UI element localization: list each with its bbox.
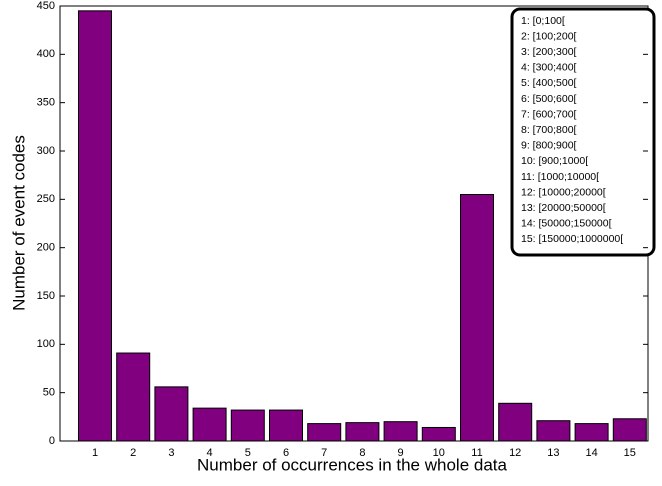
x-tick-label: 4 (207, 447, 213, 459)
bar (498, 402, 533, 442)
legend-entry: 8: [700;800[ (521, 124, 577, 136)
bar (269, 409, 303, 442)
y-tick-label: 200 (37, 242, 55, 254)
legend-entry: 5: [400;500[ (521, 77, 577, 89)
bar (383, 421, 418, 442)
x-tick-label: 8 (359, 447, 365, 459)
x-tick-label: 7 (321, 447, 327, 459)
bar (460, 194, 494, 442)
x-tick-label: 12 (509, 447, 521, 459)
legend-entry: 2: [100;200[ (521, 30, 577, 42)
bar (154, 386, 189, 442)
x-tick-label: 15 (624, 447, 636, 459)
legend-entry: 14: [50000;150000[ (521, 218, 612, 230)
bar (574, 423, 609, 442)
y-axis-label: Number of event codes (9, 135, 28, 311)
legend-entry: 10: [900;1000[ (521, 155, 588, 167)
x-tick-label: 14 (585, 447, 597, 459)
y-tick-label: 250 (37, 193, 55, 205)
legend-entry: 4: [300;400[ (521, 62, 577, 74)
x-tick-label: 13 (547, 447, 559, 459)
legend-entry: 9: [800;900[ (521, 140, 577, 152)
y-tick-label: 400 (37, 48, 55, 60)
bar (78, 10, 112, 442)
bar (345, 422, 380, 442)
bar (192, 407, 227, 442)
y-tick-label: 350 (37, 97, 55, 109)
bar (230, 409, 265, 442)
y-tick-label: 50 (43, 387, 55, 399)
legend-entry: 13: [20000;50000[ (521, 202, 606, 214)
y-tick-label: 150 (37, 290, 55, 302)
x-axis-label: Number of occurrences in the whole data (197, 455, 507, 474)
y-tick-label: 300 (37, 145, 55, 157)
x-tick-label: 9 (398, 447, 404, 459)
x-tick-label: 10 (433, 447, 445, 459)
legend-entry: 15: [150000;1000000[ (521, 233, 623, 245)
x-tick-label: 11 (471, 447, 482, 459)
y-tick-label: 450 (37, 0, 55, 12)
y-tick-label: 0 (49, 435, 55, 447)
x-tick-label: 5 (245, 447, 251, 459)
legend-entry: 3: [200;300[ (521, 46, 577, 58)
legend-box (510, 7, 656, 257)
bar (307, 423, 342, 442)
legend-entry: 11: [1000;10000[ (521, 171, 599, 183)
legend-entry: 7: [600;700[ (521, 108, 577, 120)
x-tick-label: 1 (92, 447, 98, 459)
x-tick-label: 2 (130, 447, 136, 459)
bar (612, 418, 647, 442)
legend-entry: 1: [0;100[ (521, 15, 565, 27)
bar (421, 426, 456, 442)
y-tick-label: 100 (37, 338, 55, 350)
legend-entry: 12: [10000;20000[ (521, 186, 606, 198)
legend-entry: 6: [500;600[ (521, 93, 577, 105)
bar (536, 420, 571, 442)
x-tick-label: 3 (168, 447, 174, 459)
x-tick-label: 6 (283, 447, 289, 459)
bar (116, 352, 151, 442)
